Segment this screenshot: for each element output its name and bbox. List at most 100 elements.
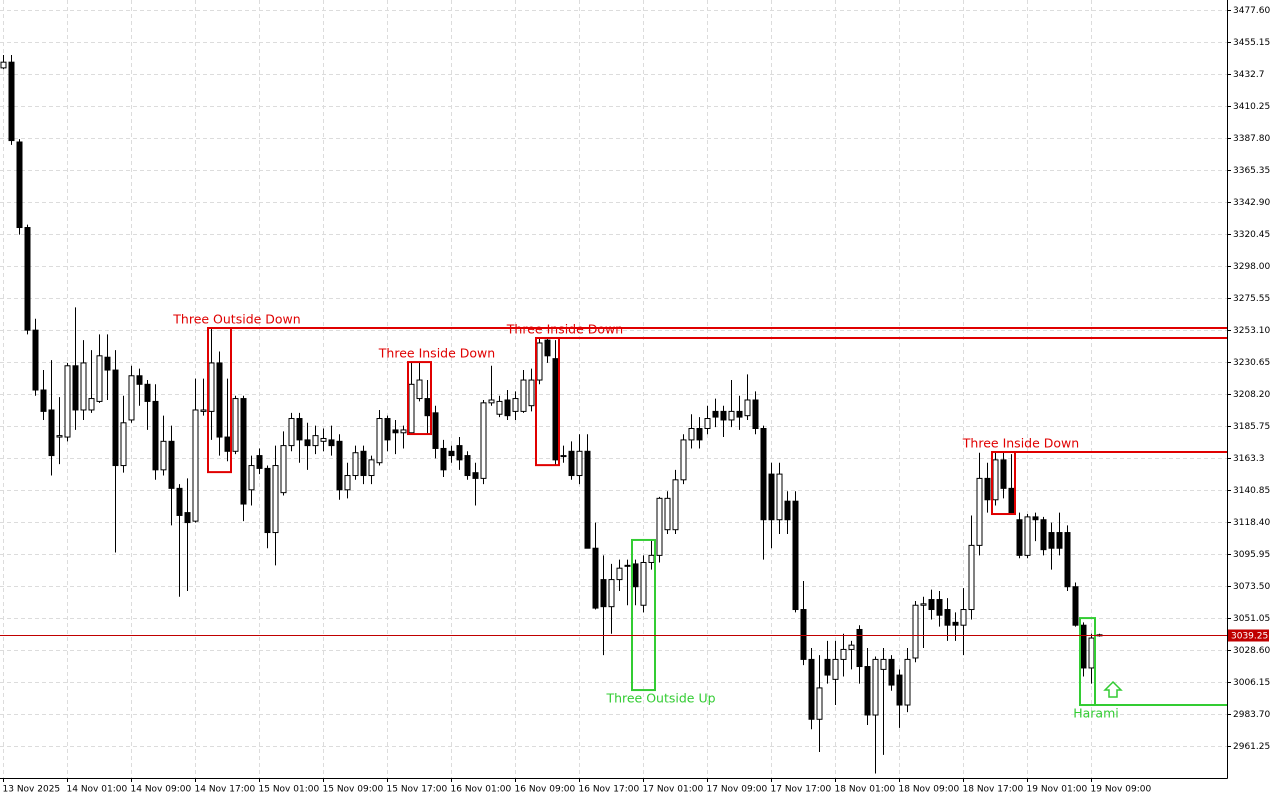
- candle-body: [240, 398, 247, 505]
- y-tick-label: 3006.15: [1233, 678, 1270, 688]
- candle-body: [160, 440, 167, 471]
- candle-body: [56, 435, 63, 438]
- candle-body: [8, 61, 15, 142]
- candle-body: [744, 399, 751, 417]
- candle-body: [888, 658, 895, 686]
- x-tick-label: 15 Nov 01:00: [259, 785, 320, 795]
- candle-body: [368, 459, 375, 477]
- candle-body: [248, 465, 255, 491]
- candle-body: [32, 329, 39, 391]
- candle-body: [200, 409, 207, 412]
- candle-body: [856, 628, 863, 668]
- candle-body: [736, 410, 743, 418]
- candle-body: [464, 455, 471, 477]
- candle-body: [704, 418, 711, 429]
- candle-body: [784, 500, 791, 521]
- candle-body: [832, 658, 839, 680]
- candle-body: [408, 383, 415, 434]
- candle-body: [488, 399, 495, 404]
- candle-body: [760, 427, 767, 521]
- candle-body: [928, 599, 935, 611]
- candle-body: [504, 399, 511, 417]
- y-tick-label: 3432.7: [1233, 70, 1265, 80]
- candle-body: [592, 547, 599, 609]
- candle-body: [360, 450, 367, 477]
- candle-body: [1072, 586, 1079, 626]
- candle-body: [648, 554, 655, 563]
- candle-body: [296, 418, 303, 441]
- candle-body: [64, 365, 71, 438]
- y-tick-label: 3275.55: [1233, 294, 1270, 304]
- x-tick-label: 18 Nov 17:00: [963, 785, 1024, 795]
- candle-body: [512, 398, 519, 412]
- y-tick-label: 3410.25: [1233, 102, 1270, 112]
- candle-body: [968, 544, 975, 611]
- candle-body: [192, 409, 199, 522]
- y-tick-label: 2983.70: [1233, 710, 1270, 720]
- candle-body: [384, 418, 391, 441]
- pattern-box: [407, 361, 432, 436]
- candle-body: [688, 427, 695, 441]
- candle-body: [448, 450, 455, 457]
- candle-body: [400, 429, 407, 434]
- last-price-label: 3039.25: [1231, 632, 1268, 642]
- candle-body: [608, 579, 615, 608]
- candle-body: [656, 497, 663, 556]
- candle-body: [392, 429, 399, 434]
- x-tick-label: 16 Nov 17:00: [579, 785, 640, 795]
- y-tick-label: 3028.60: [1233, 646, 1270, 656]
- candle-body: [1048, 532, 1055, 549]
- x-tick-label: 13 Nov 2025: [3, 785, 61, 795]
- candle-body: [424, 398, 431, 417]
- x-tick-label: 16 Nov 01:00: [451, 785, 512, 795]
- candle-body: [48, 409, 55, 457]
- y-tick-label: 3163.3: [1233, 454, 1265, 464]
- y-tick-label: 3477.60: [1233, 6, 1270, 16]
- candle-body: [800, 609, 807, 660]
- candle-body: [1080, 624, 1087, 669]
- candle-body: [88, 398, 95, 411]
- candle-body: [584, 450, 591, 549]
- candle-body: [728, 410, 735, 421]
- candle-body: [288, 418, 295, 447]
- candle-body: [776, 473, 783, 521]
- candle-body: [1008, 487, 1015, 514]
- x-tick-label: 15 Nov 09:00: [323, 785, 384, 795]
- candle-body: [456, 445, 463, 461]
- y-tick-label: 3073.50: [1233, 582, 1270, 592]
- y-tick-label: 3320.45: [1233, 230, 1270, 240]
- candle-body: [80, 362, 87, 411]
- candle-body: [1000, 459, 1007, 489]
- candle-body: [272, 465, 279, 534]
- candle-body: [520, 379, 527, 412]
- candle-body: [896, 674, 903, 706]
- y-tick-label: 3298.00: [1233, 262, 1270, 272]
- candle-body: [560, 455, 567, 458]
- candle-body: [96, 355, 103, 402]
- x-tick-label: 19 Nov 09:00: [1091, 785, 1152, 795]
- candle-body: [848, 644, 855, 650]
- candle-body: [872, 658, 879, 716]
- x-tick-label: 17 Nov 17:00: [771, 785, 832, 795]
- candle-body: [544, 339, 551, 357]
- candle-body: [376, 418, 383, 464]
- candle-body: [632, 563, 639, 588]
- candle-body: [720, 410, 727, 421]
- pattern-label: Three Outside Up: [605, 691, 715, 706]
- pattern-label: Three Inside Down: [506, 321, 623, 336]
- candle-body: [600, 579, 607, 608]
- candle-body: [960, 609, 967, 626]
- x-tick-label: 15 Nov 17:00: [387, 785, 448, 795]
- candle-body: [440, 447, 447, 471]
- candle-body: [328, 439, 335, 447]
- candle-body: [536, 342, 543, 381]
- candle-body: [24, 227, 31, 331]
- candle-body: [112, 369, 119, 467]
- candle-body: [880, 658, 887, 670]
- candle-body: [912, 604, 919, 659]
- pattern-label: Three Outside Down: [172, 312, 300, 327]
- x-tick-label: 18 Nov 09:00: [899, 785, 960, 795]
- candle-body: [344, 475, 351, 491]
- candle-body: [304, 439, 311, 447]
